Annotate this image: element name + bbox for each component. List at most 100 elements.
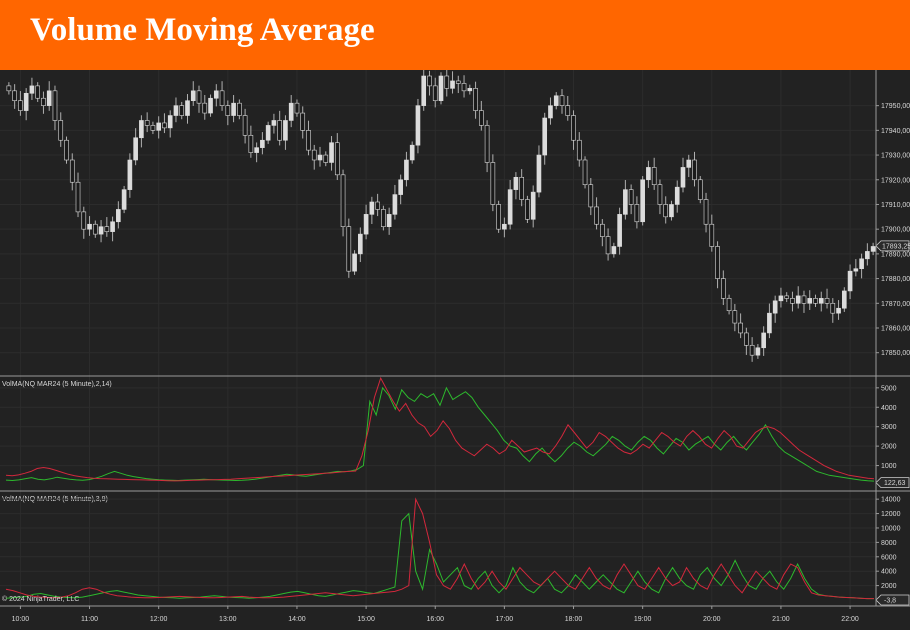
indicator-line-fast_line <box>5 512 874 600</box>
candle-body <box>646 167 651 181</box>
candle-body <box>767 312 772 334</box>
price-tick-label: 17940,00 <box>881 128 910 135</box>
candle-body <box>450 80 455 89</box>
price-tick-label: 17870,00 <box>881 301 910 308</box>
time-tick-label: 21:00 <box>772 616 790 623</box>
candle-body <box>334 142 340 176</box>
candle-body <box>669 204 674 218</box>
candle-body <box>179 105 185 116</box>
candle-body <box>663 204 669 218</box>
candle-body <box>288 102 294 121</box>
candle-body <box>300 112 306 131</box>
time-tick-label: 15:00 <box>357 616 375 623</box>
candle-body <box>542 117 548 156</box>
candle-body <box>467 88 473 92</box>
time-tick-label: 14:00 <box>288 616 306 623</box>
price-tick-label: 17950,00 <box>881 103 910 110</box>
candle-body <box>116 209 121 223</box>
candle-body <box>121 189 127 210</box>
candle-body <box>870 246 876 252</box>
indicator-last-value: -3,8 <box>884 598 896 605</box>
candle-body <box>525 199 530 220</box>
indicator-tick-label: 8000 <box>881 540 897 547</box>
candle-body <box>813 298 818 304</box>
price-tick-label: 17900,00 <box>881 227 910 234</box>
candle-body <box>738 322 743 334</box>
candle-body <box>185 100 190 116</box>
trading-chart[interactable]: 17850,00 17860,00 17870,00 17880,00 17890,00… <box>0 70 910 630</box>
candle-body <box>588 184 594 208</box>
candle-body <box>225 105 231 116</box>
candle-body <box>841 290 847 309</box>
indicator-line-fast_line <box>5 386 875 482</box>
indicator-line-slow_line <box>5 497 874 600</box>
indicator-tick-label: 12000 <box>881 511 901 518</box>
candle-body <box>98 226 104 235</box>
indicator-tick-label: 4000 <box>881 405 897 412</box>
candle-body <box>398 179 403 195</box>
candle-body <box>202 102 208 114</box>
indicator-last-value-marker <box>875 477 910 489</box>
candle-body <box>392 194 398 215</box>
candle-body <box>213 90 219 99</box>
candle-body <box>473 88 478 111</box>
price-tick-label: 17880,00 <box>881 276 910 283</box>
candle-body <box>156 122 161 131</box>
candle-body <box>75 181 81 213</box>
candle-body <box>317 154 323 161</box>
candle-body <box>248 134 254 153</box>
candle-body <box>219 90 225 106</box>
candle-body <box>69 159 75 183</box>
candle-body <box>490 162 496 205</box>
candle-body <box>600 223 605 237</box>
candle-body <box>35 85 41 99</box>
candle-body <box>536 154 542 193</box>
candle-body <box>836 307 841 314</box>
candle-body <box>519 176 524 200</box>
candle-body <box>329 142 334 163</box>
price-tick-label: 17930,00 <box>881 153 910 160</box>
candle-body <box>196 90 202 104</box>
candle-body <box>674 186 680 205</box>
candle-body <box>432 85 438 102</box>
candle-body <box>340 174 346 228</box>
candle-body <box>133 137 138 161</box>
candle-body <box>824 298 830 304</box>
indicator-tick-label: 6000 <box>881 554 897 561</box>
indicator-last-value-marker <box>875 594 910 606</box>
candle-body <box>438 75 444 102</box>
candle-body <box>386 214 392 228</box>
indicator-tick-label: 1000 <box>881 463 897 470</box>
candle-body <box>110 221 115 232</box>
candle-body <box>594 206 599 225</box>
candle-body <box>795 295 801 304</box>
candle-body <box>484 125 490 163</box>
candle-body <box>409 144 415 161</box>
indicator-tick-label: 4000 <box>881 569 897 576</box>
candle-body <box>358 233 363 255</box>
candle-body <box>801 295 807 304</box>
candle-body <box>427 75 432 87</box>
candle-body <box>242 115 248 136</box>
time-tick-label: 22:00 <box>841 616 859 623</box>
candle-body <box>294 102 300 114</box>
candle-body <box>444 75 450 89</box>
candles <box>6 70 876 362</box>
candle-body <box>208 97 213 114</box>
candle-body <box>162 122 167 129</box>
candle-body <box>565 105 571 116</box>
candle-body <box>721 278 726 299</box>
candle-body <box>686 159 692 168</box>
candle-body <box>18 100 23 111</box>
candle-body <box>617 214 622 247</box>
candle-body <box>346 226 352 272</box>
candle-body <box>127 159 133 190</box>
candle-body <box>605 236 611 255</box>
candle-body <box>237 102 242 116</box>
candle-body <box>150 125 156 131</box>
candle-body <box>703 199 709 225</box>
candle-body <box>697 179 703 200</box>
candle-body <box>628 189 634 205</box>
candle-body <box>87 223 92 230</box>
candle-body <box>847 270 853 292</box>
